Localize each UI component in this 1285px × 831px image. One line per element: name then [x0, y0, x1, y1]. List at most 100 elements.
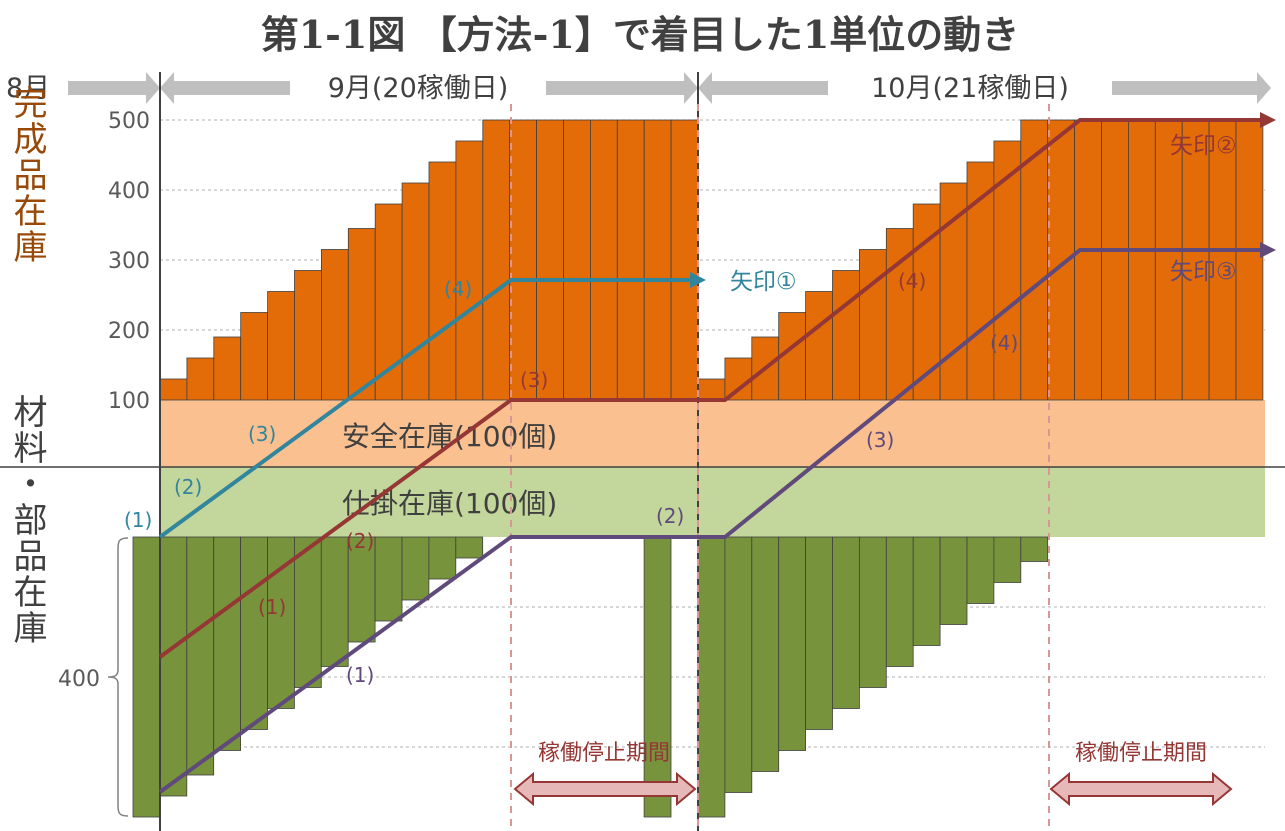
- finished-bar: [832, 270, 860, 401]
- material-brace: [107, 537, 129, 817]
- stop-label-sep: 稼働停止期間: [538, 741, 670, 766]
- arrow3-step-4: (4): [990, 331, 1018, 355]
- finished-bar: [294, 270, 322, 401]
- material-bar: [159, 536, 188, 797]
- month-oct: 10月(21稼働日): [871, 73, 1069, 104]
- material-bar: [778, 536, 807, 751]
- arrow1-step-3: (3): [248, 422, 276, 446]
- material-bar: [213, 536, 241, 751]
- stop-arrow-sep: [513, 771, 697, 807]
- month-aug: 8月: [6, 73, 50, 104]
- material-bar: [186, 536, 215, 776]
- arrow3-line: [158, 242, 1276, 794]
- material-bar: [347, 536, 376, 643]
- finished-bar: [1074, 119, 1102, 401]
- finished-stock-axis-label: 完成品在庫: [7, 85, 47, 265]
- finished-bar: [616, 119, 645, 401]
- y-tick-label: 500: [108, 109, 150, 134]
- month-arrow-sep-right-head: [684, 72, 698, 104]
- material-bar: [859, 536, 887, 688]
- finished-bar: [347, 228, 376, 401]
- finished-bar: [859, 249, 887, 401]
- month-arrow-oct-right-bar: [1112, 81, 1257, 95]
- finished-bar: [966, 161, 995, 401]
- month-arrow-oct-right-head: [1257, 72, 1271, 104]
- finished-bar: [320, 249, 349, 401]
- bars: [132, 119, 1264, 818]
- material-bar: [320, 536, 349, 667]
- finished-bar: [482, 119, 511, 401]
- material-stock-axis-label: 材料・部品在庫: [7, 394, 47, 646]
- finished-bar: [509, 119, 538, 401]
- arrow3-step-3: (3): [866, 428, 894, 452]
- material-bar: [966, 536, 995, 604]
- material-bar: [428, 536, 457, 580]
- month-arrow-oct-left-bar: [712, 81, 828, 95]
- month-sep: 9月(20稼働日): [328, 73, 509, 104]
- month-arrow-sep-left-head: [160, 72, 174, 104]
- material-bar: [1020, 536, 1049, 562]
- wip-stock-band: [160, 467, 1265, 537]
- month-arrow-sep-left-bar: [174, 81, 290, 95]
- finished-bar: [401, 182, 430, 401]
- material-bar: [374, 536, 403, 622]
- arrow2-step-3: (3): [520, 368, 548, 392]
- finished-bar: [159, 378, 188, 401]
- finished-bar: [993, 140, 1022, 401]
- material-bar: [724, 536, 753, 793]
- month-arrow-aug-head: [146, 72, 160, 104]
- material-bar: [751, 536, 780, 772]
- arrow3-step-1: (1): [346, 663, 374, 687]
- finished-bar: [697, 378, 726, 401]
- arrow1-step-2: (2): [174, 475, 202, 499]
- finished-bar: [670, 119, 699, 401]
- finished-bar: [724, 357, 753, 401]
- material-bar: [267, 536, 295, 709]
- material-bar: [912, 536, 941, 646]
- stop-label-oct: 稼働停止期間: [1075, 741, 1207, 766]
- finished-bar: [186, 357, 215, 401]
- safety-stock-band: [160, 400, 1265, 467]
- y-tick-label: 400: [108, 179, 150, 204]
- finished-bar: [213, 336, 242, 401]
- finished-bar: [1208, 119, 1237, 401]
- finished-bar: [590, 119, 618, 401]
- finished-bar: [428, 161, 457, 401]
- arrow1-label: 矢印①: [730, 269, 797, 295]
- material-bar: [993, 536, 1022, 583]
- material-bar: [805, 536, 833, 730]
- material-bar: [455, 536, 484, 559]
- chart-title: 第1-1図 【方法-1】で着目した1単位の動き: [261, 12, 1020, 57]
- material-bar: [832, 536, 860, 709]
- arrow2-step-1: (1): [258, 595, 286, 619]
- material-bar: [885, 536, 914, 667]
- material-bar: [401, 536, 430, 601]
- arrow3-step-2: (2): [656, 504, 684, 528]
- finished-bar: [1101, 119, 1129, 401]
- arrow2-label: 矢印②: [1170, 133, 1237, 159]
- finished-bar: [267, 291, 295, 401]
- material-bar: [132, 536, 161, 818]
- material-bar: [643, 536, 672, 818]
- arrow3-label: 矢印③: [1170, 259, 1237, 285]
- month-header: 8月 9月(20稼働日) 10月(21稼働日): [6, 72, 1271, 104]
- month-arrow-aug-bar: [68, 81, 146, 95]
- arrow1-step-4: (4): [444, 277, 472, 301]
- finished-bar: [643, 119, 672, 401]
- finished-bar: [536, 119, 564, 401]
- wip-stock-label: 仕掛在庫(100個): [342, 487, 557, 520]
- material-tick-label: 400: [58, 667, 100, 692]
- safety-stock-label: 安全在庫(100個): [342, 420, 557, 453]
- month-arrow-oct-left-head: [698, 72, 712, 104]
- month-arrow-sep-right-bar: [546, 81, 684, 95]
- finished-bar: [805, 291, 833, 401]
- stop-markers: [510, 104, 1050, 831]
- finished-bar: [563, 119, 591, 401]
- material-bar: [697, 536, 726, 818]
- finished-bar: [240, 312, 268, 401]
- y-tick-label: 300: [108, 249, 150, 274]
- arrow1-line: [158, 272, 706, 539]
- stop-arrow-oct: [1049, 771, 1233, 807]
- finished-bar: [939, 182, 968, 401]
